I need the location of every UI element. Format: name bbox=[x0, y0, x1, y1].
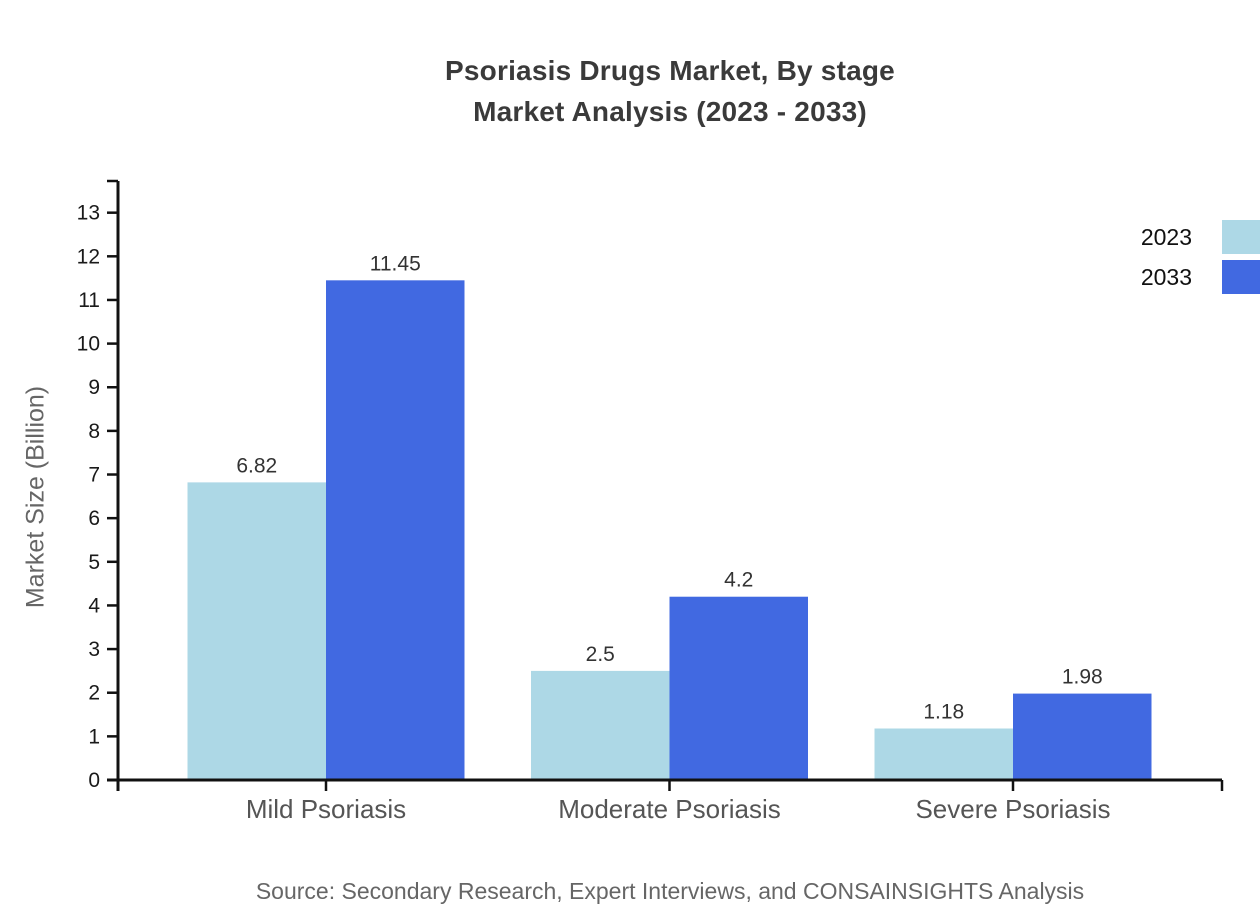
y-tick-label: 6 bbox=[88, 507, 100, 530]
legend-label: 2033 bbox=[1140, 264, 1192, 290]
category-label-severe-psoriasis: Severe Psoriasis bbox=[915, 794, 1110, 824]
y-tick-label: 8 bbox=[88, 420, 100, 443]
legend: 2023 2033 bbox=[1141, 220, 1260, 294]
y-tick-label: 7 bbox=[88, 464, 100, 487]
legend-swatch bbox=[1222, 220, 1260, 254]
bar-2033-mild-psoriasis bbox=[326, 280, 465, 780]
bar-value-label: 1.98 bbox=[1062, 666, 1103, 689]
y-tick-label: 13 bbox=[77, 202, 100, 225]
bar-2033-severe-psoriasis bbox=[1013, 693, 1152, 780]
y-tick-label: 12 bbox=[77, 245, 100, 268]
y-tick-label: 5 bbox=[88, 551, 100, 574]
y-tick-label: 11 bbox=[78, 289, 100, 312]
bar-2023-severe-psoriasis bbox=[874, 728, 1013, 780]
y-tick-label: 4 bbox=[88, 594, 100, 617]
bar-2023-mild-psoriasis bbox=[187, 482, 326, 780]
legend-item-2023: 2023 bbox=[1141, 220, 1260, 254]
bar-2033-moderate-psoriasis bbox=[669, 596, 808, 780]
bar-value-label: 4.2 bbox=[724, 569, 753, 592]
y-tick-label: 2 bbox=[88, 682, 100, 705]
chart-title-line1: Psoriasis Drugs Market, By stage bbox=[445, 55, 895, 86]
chart-title-line2: Market Analysis (2023 - 2033) bbox=[473, 96, 867, 127]
y-tick-label: 0 bbox=[88, 769, 100, 792]
legend-swatch bbox=[1222, 260, 1260, 294]
category-label-mild-psoriasis: Mild Psoriasis bbox=[246, 794, 406, 824]
y-tick-label: 9 bbox=[88, 376, 100, 399]
category-label-moderate-psoriasis: Moderate Psoriasis bbox=[558, 794, 781, 824]
legend-item-2033: 2033 bbox=[1141, 260, 1260, 294]
bar-value-label: 2.5 bbox=[586, 643, 615, 666]
legend-label: 2023 bbox=[1140, 224, 1192, 250]
bar-value-label: 11.45 bbox=[370, 252, 421, 275]
chart-title: Psoriasis Drugs Market, By stage Market … bbox=[0, 50, 1260, 132]
bar-value-label: 1.18 bbox=[923, 701, 964, 724]
source-note: Source: Secondary Research, Expert Inter… bbox=[255, 878, 1085, 904]
bar-2023-moderate-psoriasis bbox=[531, 670, 670, 780]
y-tick-label: 1 bbox=[88, 725, 100, 748]
bar-value-label: 6.82 bbox=[236, 454, 277, 477]
y-tick-label: 3 bbox=[88, 638, 100, 661]
y-tick-label: 10 bbox=[77, 333, 100, 356]
